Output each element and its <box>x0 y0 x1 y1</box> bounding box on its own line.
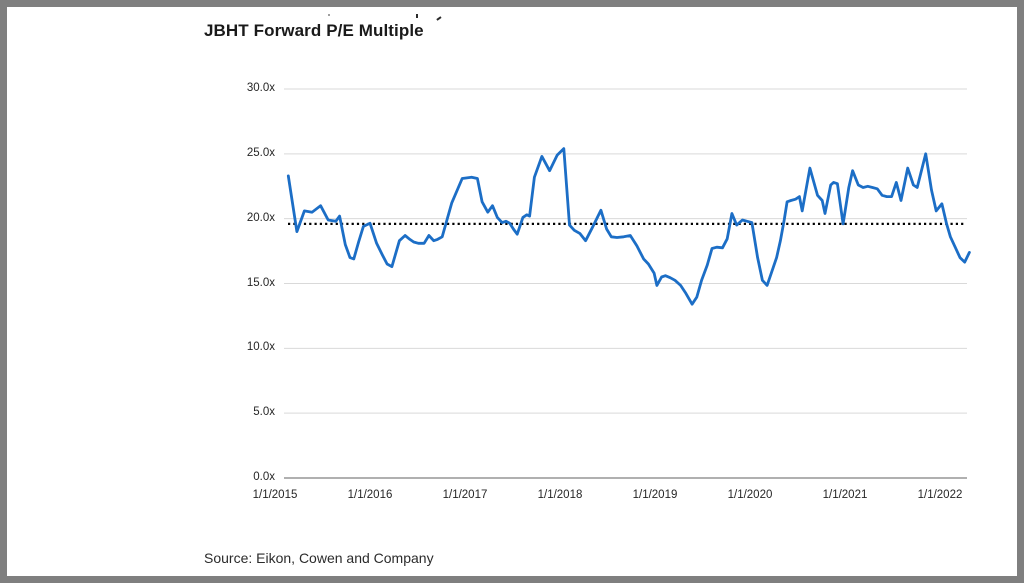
x-tick-label: 1/1/2021 <box>822 489 868 501</box>
source-note: Source: Eikon, Cowen and Company <box>204 550 434 566</box>
y-tick-label: 10.0x <box>246 341 275 354</box>
y-tick-label: 20.0x <box>246 211 275 224</box>
y-tick-label: 5.0x <box>253 406 275 419</box>
x-tick-label: 1/1/2017 <box>442 489 488 501</box>
x-tick-label: 1/1/2016 <box>347 489 393 501</box>
x-tick-label: 1/1/2022 <box>917 489 963 501</box>
y-tick-label: 25.0x <box>246 146 275 159</box>
x-tick-label: 1/1/2019 <box>632 489 678 501</box>
y-tick-label: 15.0x <box>246 276 275 289</box>
y-tick-label: 30.0x <box>246 82 275 94</box>
x-tick-label: 1/1/2015 <box>252 489 298 501</box>
pe-line-chart <box>284 88 971 479</box>
clipped-text-descender <box>416 14 418 18</box>
y-tick-label: 0.0x <box>253 471 275 483</box>
x-tick-label: 1/1/2018 <box>537 489 583 501</box>
x-tick-label: 1/1/2020 <box>727 489 773 501</box>
clipped-text-descender <box>328 14 330 16</box>
chart-title: JBHT Forward P/E Multiple <box>204 21 424 40</box>
forward-pe-series-line <box>286 147 971 306</box>
